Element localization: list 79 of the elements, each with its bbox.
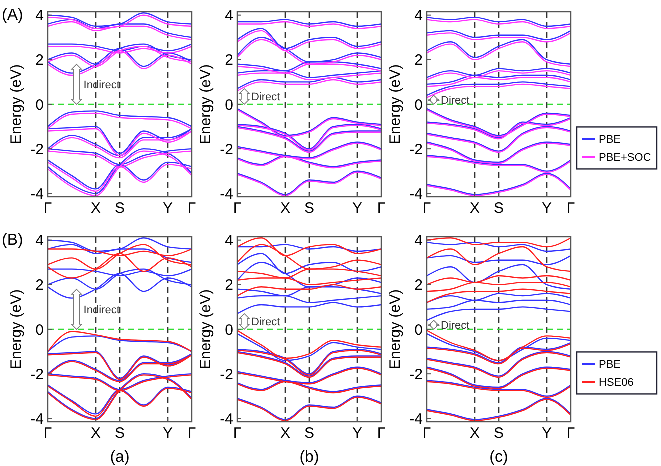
y-tick-label: 4 [36, 8, 44, 25]
y-tick-label: -4 [220, 410, 234, 428]
x-axis-title: (a) [110, 449, 130, 466]
y-axis-title: Energy (eV) [387, 64, 404, 145]
y-tick-label: 4 [414, 8, 423, 25]
x-tick-label: Γ [377, 425, 386, 442]
chart-title: (B) [2, 232, 24, 249]
x-tick-label: Γ [422, 200, 432, 217]
y-tick-label: 0 [225, 96, 234, 114]
x-tick-label: X [470, 425, 480, 442]
x-tick-label: Y [352, 200, 363, 217]
x-tick-label: Y [542, 425, 552, 442]
y-tick-label: -4 [220, 186, 234, 203]
x-tick-label: Γ [188, 425, 196, 442]
y-tick-label: -2 [30, 366, 44, 384]
annotation: Direct [441, 320, 470, 332]
y-axis-title: Energy (eV) [198, 64, 214, 145]
annotation: Direct [441, 94, 470, 107]
annotation: Direct [252, 316, 280, 329]
legend-label: PBE [599, 134, 622, 146]
y-tick-label: 2 [414, 52, 423, 70]
y-tick-label: -2 [220, 141, 234, 158]
x-tick-label: Γ [566, 425, 576, 442]
y-tick-label: -2 [220, 366, 234, 384]
y-tick-label: 4 [225, 8, 234, 25]
x-tick-label: Y [542, 200, 552, 217]
legend-label: HSE06 [599, 377, 634, 390]
x-tick-label: Y [162, 200, 174, 217]
x-tick-label: S [304, 200, 315, 217]
legend-label: PBE [599, 359, 622, 372]
x-tick-label: Y [352, 425, 363, 442]
x-tick-label: X [90, 425, 102, 442]
y-tick-label: -2 [410, 366, 423, 384]
x-tick-label: S [304, 425, 315, 442]
chart-title: (A) [2, 7, 24, 24]
y-tick-label: -2 [30, 141, 44, 158]
x-tick-label: X [470, 200, 480, 217]
y-axis-title: Energy (eV) [8, 289, 25, 370]
y-tick-label: 0 [225, 322, 234, 339]
x-tick-label: X [280, 425, 291, 442]
y-tick-label: -4 [410, 410, 423, 428]
x-tick-label: Γ [44, 200, 52, 217]
y-tick-label: 0 [36, 322, 44, 339]
y-tick-label: 4 [36, 232, 44, 250]
x-tick-label: Γ [233, 425, 242, 442]
x-axis-title: (c) [490, 449, 508, 466]
y-tick-label: 0 [414, 96, 423, 114]
x-tick-label: Γ [44, 425, 52, 442]
x-tick-label: Γ [377, 200, 386, 217]
x-axis-title: (b) [300, 449, 320, 466]
y-tick-label: 2 [225, 277, 234, 294]
y-tick-label: 4 [225, 232, 234, 250]
x-tick-label: S [494, 425, 504, 442]
y-axis-title: Energy (eV) [8, 64, 25, 145]
y-tick-label: -4 [30, 410, 44, 428]
x-tick-label: Γ [188, 200, 196, 217]
x-tick-label: Y [162, 425, 174, 442]
y-tick-label: 2 [414, 277, 423, 294]
annotation: Direct [252, 92, 280, 104]
y-tick-label: 2 [225, 52, 234, 70]
x-tick-label: Γ [233, 200, 242, 217]
y-tick-label: 2 [36, 52, 44, 70]
y-tick-label: 2 [36, 277, 44, 294]
legend-label: PBE+SOC [599, 152, 652, 164]
y-tick-label: 4 [414, 232, 423, 250]
y-tick-label: 0 [36, 96, 44, 114]
x-tick-label: X [280, 200, 291, 217]
x-tick-label: X [90, 200, 102, 217]
y-tick-label: -4 [410, 186, 423, 203]
x-tick-label: S [114, 200, 126, 217]
x-tick-label: Γ [566, 200, 576, 217]
y-axis-title: Energy (eV) [387, 289, 404, 370]
x-tick-label: S [114, 425, 126, 442]
x-tick-label: Γ [422, 425, 432, 442]
y-tick-label: -2 [410, 141, 423, 158]
y-axis-title: Energy (eV) [198, 289, 214, 370]
y-tick-label: -4 [30, 186, 44, 203]
y-tick-label: 0 [414, 322, 423, 339]
x-tick-label: S [494, 200, 504, 217]
